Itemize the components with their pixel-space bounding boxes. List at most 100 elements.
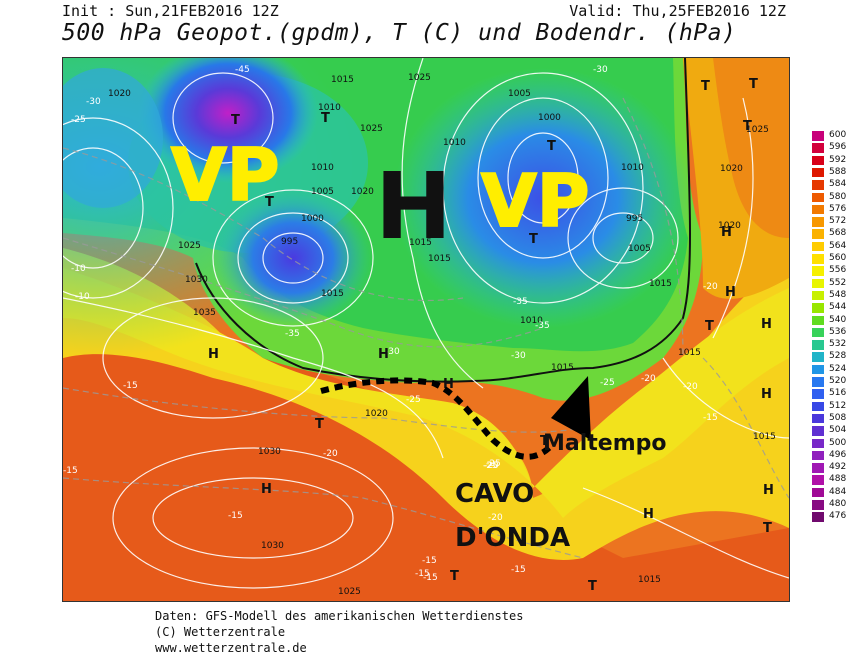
vp-right-label: VP — [481, 159, 590, 243]
temp-label: -15 — [415, 569, 430, 579]
legend-swatch — [812, 475, 824, 485]
pressure-label: 1020 — [365, 409, 388, 419]
legend-swatch — [812, 131, 824, 141]
legend-value: 600 — [829, 130, 847, 140]
legend-swatch — [812, 303, 824, 313]
legend-swatch — [812, 290, 824, 301]
pressure-label: 1020 — [351, 187, 374, 197]
pressure-label: 1020 — [718, 221, 741, 231]
high-marker: H — [721, 225, 732, 240]
legend-value: 596 — [829, 142, 847, 153]
pressure-label: 1000 — [301, 214, 324, 224]
pressure-label: 1025 — [746, 125, 769, 135]
temp-label: -20 — [683, 382, 698, 392]
pressure-label: 1030 — [261, 541, 284, 551]
low-marker: T — [321, 111, 330, 126]
high-marker: H — [643, 507, 654, 522]
legend-swatch — [812, 143, 824, 153]
legend-swatch — [812, 315, 824, 325]
temp-label: -30 — [86, 97, 101, 107]
temp-label: -30 — [385, 347, 400, 357]
legend-value: 508 — [829, 412, 847, 423]
legend-swatch — [812, 327, 824, 338]
legend-swatch — [812, 340, 824, 350]
low-marker: T — [529, 232, 538, 247]
legend-swatch — [812, 180, 824, 190]
legend-swatch — [812, 254, 824, 264]
legend-value: 536 — [829, 326, 847, 337]
low-marker: T — [743, 119, 752, 134]
temp-label: -15 — [63, 466, 78, 476]
init-time: Init : Sun,21FEB2016 12Z — [62, 2, 279, 20]
pressure-label: 995 — [626, 214, 643, 224]
legend-value: 540 — [829, 314, 847, 325]
legend-value: 480 — [829, 499, 847, 509]
temp-label: -45 — [235, 65, 250, 75]
temp-label: -20 — [488, 513, 503, 523]
high-marker: H — [261, 482, 272, 497]
pressure-centers: T T T T T T T T H H H H H H H H H H T T … — [208, 77, 774, 594]
legend-swatch — [812, 487, 824, 498]
pressure-label: 1015 — [551, 363, 574, 373]
footer-source: Daten: GFS-Modell des amerikanischen Wet… — [155, 609, 524, 623]
legend-value: 592 — [829, 154, 847, 165]
pressure-label: 1025 — [360, 124, 383, 134]
legend-value: 528 — [829, 351, 847, 362]
temp-label: -35 — [513, 297, 528, 307]
legend-value: 500 — [829, 437, 847, 448]
maltempo-label: Maltempo — [543, 431, 667, 456]
donda-label: D'ONDA — [455, 523, 570, 553]
temperature-labels: -45 -30 -25 -30 -35 -35 -15 -15 -10 -20 … — [63, 65, 718, 583]
temp-label: -25 — [483, 461, 498, 471]
pressure-label: 1010 — [318, 103, 341, 113]
legend-swatch — [812, 229, 824, 239]
temp-label: -20 — [641, 374, 656, 384]
pressure-label: 1020 — [108, 89, 131, 99]
low-marker: T — [763, 521, 772, 536]
temp-label: -15 — [703, 413, 718, 423]
legend-swatch — [812, 204, 824, 215]
pressure-label: 995 — [281, 237, 298, 247]
legend-swatch — [812, 192, 824, 202]
legend-swatch — [812, 241, 824, 252]
legend-swatch — [812, 413, 824, 424]
temp-label: -15 — [511, 565, 526, 575]
temp-label: -10 — [71, 264, 86, 274]
legend-value: 484 — [829, 486, 847, 497]
legend-swatch — [812, 401, 824, 412]
legend-value: 532 — [829, 339, 847, 350]
footer-url: www.wetterzentrale.de — [155, 641, 307, 655]
legend-value: 544 — [829, 302, 847, 313]
annotations: VP H VP Maltempo CAVO D'ONDA — [170, 132, 667, 553]
pressure-label: 1015 — [331, 75, 354, 85]
legend-value: 512 — [829, 400, 847, 411]
legend-value: 568 — [829, 228, 847, 239]
pressure-label: 1015 — [321, 289, 344, 299]
legend-value: 588 — [829, 166, 847, 177]
high-marker: H — [378, 347, 389, 362]
legend-value: 572 — [829, 216, 847, 227]
temp-label: -10 — [75, 292, 90, 302]
pressure-label: 1015 — [428, 254, 451, 264]
vp-left-label: VP — [171, 133, 280, 217]
legend-swatch — [812, 217, 824, 227]
legend-value: 584 — [829, 179, 847, 190]
high-center-label: H — [375, 153, 452, 260]
temp-label: -35 — [535, 321, 550, 331]
low-marker: T — [450, 569, 459, 584]
low-marker: T — [231, 113, 240, 128]
high-marker: H — [761, 387, 772, 402]
low-marker: T — [588, 579, 597, 594]
legend-value: 488 — [829, 474, 847, 485]
legend-value: 576 — [829, 203, 847, 214]
legend-swatch — [812, 512, 824, 522]
pressure-label: 1015 — [409, 238, 432, 248]
legend-swatch — [812, 167, 824, 178]
legend-swatch — [812, 377, 824, 387]
footer-copyright: (C) Wetterzentrale — [155, 625, 286, 639]
trough-line — [320, 377, 554, 460]
pressure-label: 1025 — [408, 73, 431, 83]
temp-label: -25 — [486, 459, 501, 469]
legend-value: 516 — [829, 388, 847, 399]
high-marker: H — [763, 483, 774, 498]
